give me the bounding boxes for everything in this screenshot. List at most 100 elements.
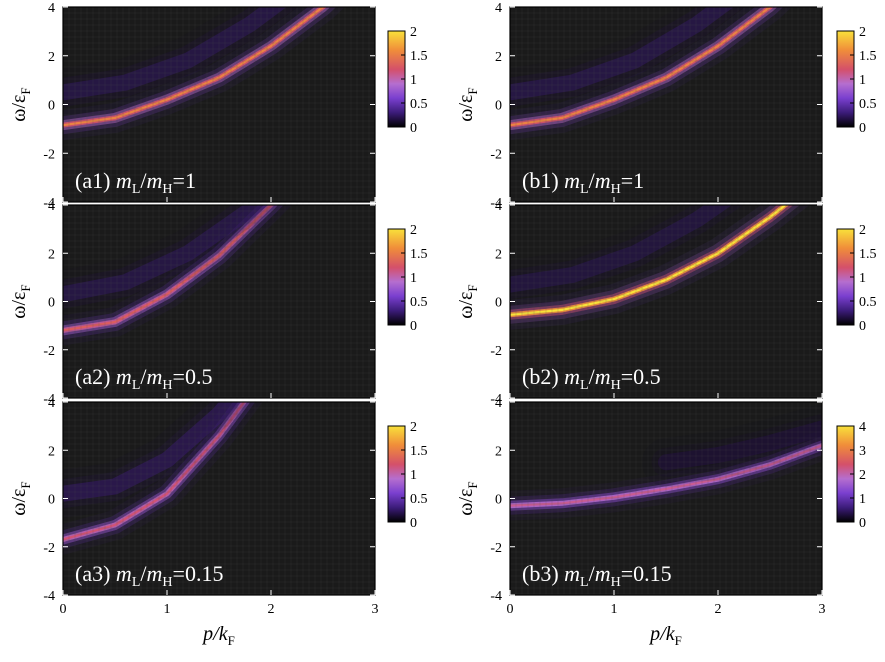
- colorbar-tick-label: 1.5: [410, 247, 428, 262]
- plot-background: [510, 402, 822, 595]
- plot-background: [63, 205, 375, 398]
- y-axis-label-main: ω/ε: [455, 95, 477, 122]
- y-tick-label: -4: [490, 589, 502, 604]
- panel-label-slash: /: [140, 364, 147, 389]
- panel-label-m: m: [147, 168, 163, 193]
- heat-layer: [63, 402, 375, 595]
- panel-label-eq: =: [173, 168, 185, 193]
- branch-continuum-band-1: [63, 205, 279, 309]
- colorbar-tick-label: 0.5: [859, 97, 877, 112]
- panel-label-m: m: [116, 168, 132, 193]
- y-tick-label: -4: [43, 589, 55, 604]
- panel-label-m: m: [564, 168, 580, 193]
- colorbar-tick-label: 2: [410, 420, 417, 435]
- y-tick-label: 0: [495, 99, 502, 114]
- panel-label-sub-l: L: [132, 378, 141, 393]
- colorbar-tick-label: 1: [410, 73, 417, 88]
- heat-layer: [63, 205, 375, 398]
- colorbar-tick-label: 0.5: [410, 97, 428, 112]
- y-tick-label: 4: [495, 199, 502, 214]
- branch-main-band-4: [510, 444, 822, 507]
- heat-layer: [510, 7, 822, 202]
- x-axis-label: p/kF: [201, 623, 235, 648]
- colorbar-tick-label: 2: [859, 223, 866, 238]
- colorbar-tick-label: 0.5: [410, 295, 428, 310]
- colorbar-tick-label: 1: [410, 271, 417, 286]
- x-axis-label-main: p/k: [201, 623, 229, 645]
- heat-layer: [510, 402, 822, 595]
- colorbar-tick-label: 0: [859, 121, 866, 136]
- panel-label-sub-h: H: [611, 378, 621, 393]
- panel-label-sub-l: L: [132, 182, 141, 197]
- colorbar-tick-label: 0: [410, 516, 417, 531]
- panel-label-m: m: [564, 561, 580, 586]
- grid-lines: [510, 7, 822, 202]
- y-tick-label: 0: [495, 296, 502, 311]
- panel-label-m: m: [595, 168, 611, 193]
- panel-label: (b1) mL/mH=1: [522, 168, 644, 197]
- panel-label-m: m: [595, 364, 611, 389]
- y-tick-label: 2: [48, 50, 55, 65]
- y-tick-label: -2: [43, 344, 55, 359]
- branch-continuum-band-2: [63, 402, 240, 502]
- y-tick-label: -4: [490, 392, 502, 407]
- panel-label: (a3) mL/mH=0.15: [75, 561, 223, 590]
- y-axis-label-main: ω/ε: [455, 489, 477, 516]
- colorbar-tick-label: 4: [859, 420, 866, 435]
- grid-lines: [63, 7, 375, 202]
- y-tick-label: 4: [48, 396, 55, 411]
- panel-label-sub-h: H: [162, 575, 172, 590]
- branch-continuum-band-0: [63, 7, 314, 117]
- panel-label-eq: =: [621, 561, 633, 586]
- y-axis-label: ω/εF: [455, 284, 480, 318]
- panel-label-sub-l: L: [580, 575, 589, 590]
- x-tick-label: 1: [611, 602, 618, 617]
- y-tick-label: 2: [48, 444, 55, 459]
- y-axis-label-sub: F: [465, 284, 480, 291]
- y-tick-label: -4: [43, 392, 55, 407]
- colorbar-tick-label: 0: [859, 319, 866, 334]
- colorbar-tick-label: 1.5: [410, 444, 428, 459]
- branch-continuum-band-2: [658, 420, 822, 471]
- y-tick-label: -4: [43, 196, 55, 211]
- y-tick-label: 2: [495, 444, 502, 459]
- panel-label-sub-h: H: [611, 575, 621, 590]
- panel-label-sub-l: L: [580, 182, 589, 197]
- panel-label-ratio: 0.15: [633, 561, 672, 586]
- y-tick-label: 4: [495, 396, 502, 411]
- grid-lines: [63, 402, 375, 595]
- colorbar-tick-label: 1: [410, 468, 417, 483]
- y-tick-label: -2: [490, 147, 502, 162]
- plot-background: [510, 205, 822, 398]
- x-tick-label: 3: [372, 602, 379, 617]
- colorbar-tick-label: 0: [859, 516, 866, 531]
- colorbar-tick-label: 1.5: [859, 49, 877, 64]
- branch-main-band-4: [63, 402, 246, 541]
- x-tick-label: 1: [164, 602, 171, 617]
- branch-continuum-band-1: [63, 402, 249, 509]
- panel-label-m: m: [116, 561, 132, 586]
- branch-continuum-band-2: [63, 7, 287, 101]
- panel-label-slash: /: [140, 561, 147, 586]
- colorbar-tick-label: 2: [859, 468, 866, 483]
- panel-label-slash: /: [589, 364, 596, 389]
- colorbar-tick-label: 1: [859, 73, 866, 88]
- panel-label-sub-h: H: [611, 182, 621, 197]
- panel-label-id: (b1): [522, 168, 564, 193]
- y-axis-label-sub: F: [465, 481, 480, 488]
- y-tick-label: 0: [48, 99, 55, 114]
- y-axis-label-sub: F: [18, 87, 33, 94]
- panel-label: (a1) mL/mH=1: [75, 168, 196, 197]
- colorbar-tick-label: 2: [410, 25, 417, 40]
- panel-label-eq: =: [173, 364, 185, 389]
- panel-label-m: m: [595, 561, 611, 586]
- y-axis-label-sub: F: [18, 284, 33, 291]
- panel-label-ratio: 0.5: [633, 364, 661, 389]
- y-tick-label: 0: [48, 296, 55, 311]
- panel-label-id: (a2): [75, 364, 116, 389]
- panel-label-slash: /: [589, 561, 596, 586]
- panel-label-m: m: [147, 364, 163, 389]
